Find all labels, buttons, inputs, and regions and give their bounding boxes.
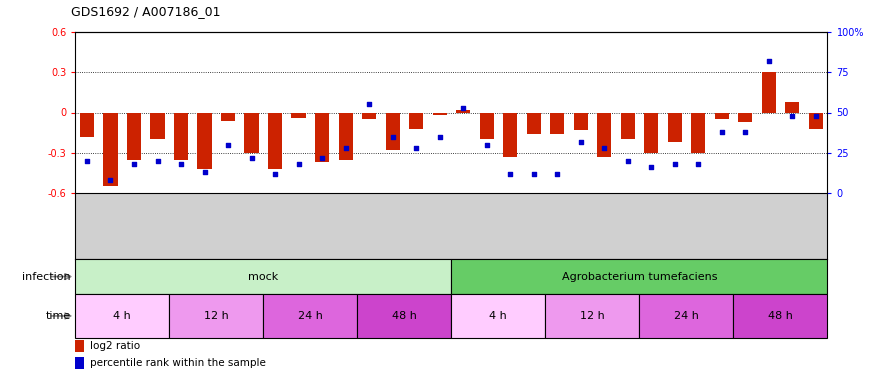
Bar — [315, 112, 329, 162]
Bar — [268, 112, 282, 169]
Bar — [527, 112, 541, 134]
Text: 48 h: 48 h — [768, 311, 793, 321]
Point — [386, 134, 400, 140]
Point — [244, 154, 258, 160]
Bar — [451, 294, 545, 338]
Bar — [75, 259, 451, 294]
Point — [620, 158, 635, 164]
Point — [127, 161, 141, 167]
Text: 48 h: 48 h — [392, 311, 417, 321]
Point — [691, 161, 705, 167]
Bar — [197, 112, 212, 169]
Point — [550, 171, 565, 177]
Point — [738, 129, 752, 135]
Bar — [104, 112, 118, 186]
Bar — [362, 112, 376, 119]
Bar — [150, 112, 165, 140]
Point — [150, 158, 165, 164]
Bar — [264, 294, 358, 338]
Point — [480, 142, 494, 148]
Point — [527, 171, 541, 177]
Text: infection: infection — [22, 272, 71, 282]
Bar — [691, 112, 705, 153]
Point — [573, 138, 588, 144]
Bar — [127, 112, 141, 159]
Bar — [480, 112, 494, 140]
Point — [362, 101, 376, 107]
Bar — [573, 112, 588, 130]
Point — [409, 145, 423, 151]
Point — [809, 113, 823, 119]
Bar — [620, 112, 635, 140]
Bar — [409, 112, 423, 129]
Bar — [715, 112, 728, 119]
Bar — [291, 112, 305, 118]
Bar — [734, 294, 827, 338]
Text: 24 h: 24 h — [674, 311, 699, 321]
Text: mock: mock — [248, 272, 279, 282]
Point — [667, 161, 681, 167]
Point — [644, 164, 658, 170]
Text: time: time — [45, 311, 71, 321]
Bar — [456, 110, 470, 112]
Bar — [762, 72, 776, 112]
Point — [315, 154, 329, 160]
Bar — [221, 112, 235, 121]
Bar — [75, 340, 84, 352]
Point — [221, 142, 235, 148]
Point — [80, 158, 94, 164]
Bar — [738, 112, 752, 122]
Text: 12 h: 12 h — [204, 311, 228, 321]
Bar — [451, 259, 827, 294]
Point — [456, 105, 470, 111]
Bar — [75, 294, 169, 338]
Text: 4 h: 4 h — [489, 311, 507, 321]
Bar — [639, 294, 734, 338]
Point — [597, 145, 612, 151]
Point — [714, 129, 728, 135]
Point — [174, 161, 189, 167]
Bar — [338, 112, 352, 159]
Bar — [174, 112, 188, 159]
Bar — [785, 102, 799, 112]
Point — [268, 171, 282, 177]
Bar — [667, 112, 681, 142]
Bar — [386, 112, 400, 150]
Bar — [75, 357, 84, 369]
Bar — [244, 112, 258, 153]
Text: 4 h: 4 h — [113, 311, 131, 321]
Bar — [545, 294, 639, 338]
Bar — [597, 112, 612, 157]
Text: 12 h: 12 h — [580, 311, 604, 321]
Text: Agrobacterium tumefaciens: Agrobacterium tumefaciens — [562, 272, 717, 282]
Point — [433, 134, 447, 140]
Text: GDS1692 / A007186_01: GDS1692 / A007186_01 — [71, 5, 220, 18]
Point — [104, 177, 118, 183]
Point — [291, 161, 305, 167]
Point — [785, 113, 799, 119]
Bar — [169, 294, 264, 338]
Bar — [433, 112, 447, 115]
Point — [503, 171, 517, 177]
Text: log2 ratio: log2 ratio — [90, 341, 141, 351]
Point — [197, 169, 212, 175]
Bar — [550, 112, 565, 134]
Point — [762, 58, 776, 64]
Text: 24 h: 24 h — [298, 311, 323, 321]
Bar — [80, 112, 94, 137]
Text: percentile rank within the sample: percentile rank within the sample — [90, 358, 266, 368]
Point — [338, 145, 352, 151]
Bar — [358, 294, 451, 338]
Bar — [503, 112, 517, 157]
Bar — [809, 112, 823, 129]
Bar — [644, 112, 658, 153]
